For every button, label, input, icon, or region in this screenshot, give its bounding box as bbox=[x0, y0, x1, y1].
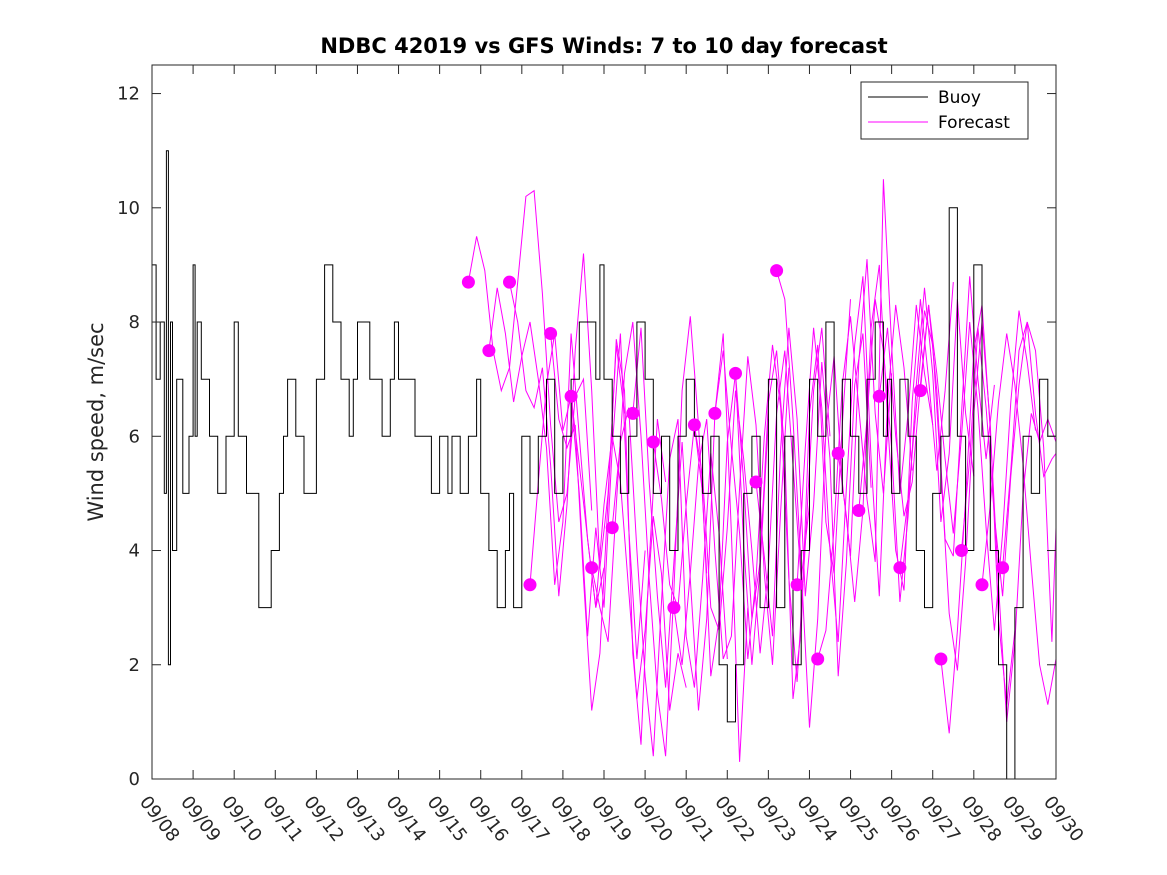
forecast-marker bbox=[605, 521, 619, 535]
y-tick-label: 2 bbox=[129, 655, 140, 676]
legend-buoy-label: Buoy bbox=[938, 88, 981, 108]
x-tick-label: 09/25 bbox=[834, 792, 882, 846]
forecast-marker bbox=[893, 561, 907, 575]
plot-area bbox=[152, 65, 1056, 779]
x-tick-label: 09/29 bbox=[998, 792, 1046, 846]
y-tick-label: 6 bbox=[129, 426, 140, 447]
x-tick-label: 09/10 bbox=[217, 792, 265, 846]
buoy-series-line bbox=[152, 150, 1057, 780]
forecast-series-line-17 bbox=[796, 276, 913, 642]
forecast-marker bbox=[708, 406, 722, 420]
forecast-series-line-10 bbox=[652, 373, 769, 677]
x-tick-label: 09/23 bbox=[751, 792, 799, 846]
y-tick-label: 12 bbox=[117, 84, 140, 105]
forecast-series-line-23 bbox=[919, 304, 1036, 631]
x-tick-label: 09/12 bbox=[299, 792, 347, 846]
x-tick-label: 09/27 bbox=[916, 792, 964, 846]
y-tick-label: 4 bbox=[129, 541, 140, 562]
forecast-marker bbox=[749, 475, 763, 489]
x-tick-label: 09/15 bbox=[423, 792, 471, 846]
forecast-marker bbox=[955, 544, 968, 557]
x-tick-label: 09/09 bbox=[176, 792, 224, 846]
x-tick-label: 09/24 bbox=[793, 792, 841, 846]
forecast-marker bbox=[934, 652, 948, 666]
x-tick-label: 09/26 bbox=[875, 792, 923, 846]
y-tick-label: 0 bbox=[129, 769, 140, 790]
y-axis-label: Wind speed, m/sec bbox=[84, 322, 108, 521]
forecast-marker bbox=[729, 366, 742, 380]
forecast-marker bbox=[913, 384, 927, 398]
forecast-marker bbox=[585, 561, 599, 575]
forecast-marker bbox=[872, 389, 886, 403]
forecast-series-line-20 bbox=[858, 287, 975, 602]
forecast-marker bbox=[975, 578, 989, 592]
x-tick-label: 09/17 bbox=[505, 792, 553, 846]
buoy-line bbox=[152, 150, 1057, 780]
forecast-marker bbox=[626, 406, 640, 420]
x-tick-label: 09/22 bbox=[710, 792, 758, 846]
forecast-marker bbox=[646, 435, 660, 449]
forecast-series-line-22 bbox=[899, 310, 1016, 705]
forecast-marker bbox=[687, 418, 701, 432]
forecast-series-line-26 bbox=[981, 333, 1057, 705]
x-tick-label: 09/11 bbox=[258, 792, 306, 846]
x-tick-label: 09/21 bbox=[669, 792, 717, 846]
x-tick-label: 09/30 bbox=[1039, 792, 1087, 846]
forecast-series-line-12 bbox=[693, 350, 810, 654]
forecast-marker bbox=[523, 578, 537, 592]
x-tick-label: 09/13 bbox=[341, 792, 389, 846]
forecast-series-line-19 bbox=[837, 264, 954, 602]
forecast-series-line-11 bbox=[673, 356, 790, 665]
forecast-series-line-2 bbox=[488, 287, 605, 608]
forecast-marker bbox=[770, 264, 784, 278]
forecast-marker bbox=[564, 389, 578, 403]
chart-title: NDBC 42019 vs GFS Winds: 7 to 10 day for… bbox=[320, 34, 887, 58]
forecast-series-line-1 bbox=[467, 189, 593, 523]
legend-forecast-label: Forecast bbox=[938, 113, 1010, 133]
forecast-marker bbox=[996, 561, 1010, 575]
forecast-series-line-18 bbox=[817, 179, 934, 660]
forecast-marker bbox=[811, 652, 825, 666]
forecast-series-line-9 bbox=[632, 327, 749, 762]
forecast-series-line-3 bbox=[509, 253, 625, 597]
forecast-lines bbox=[467, 179, 1057, 762]
forecast-marker bbox=[482, 344, 496, 358]
x-tick-label: 09/19 bbox=[587, 792, 635, 846]
y-tick-label: 8 bbox=[129, 312, 140, 333]
forecast-marker bbox=[667, 601, 681, 615]
forecast-marker bbox=[544, 327, 558, 340]
forecast-series-line-5 bbox=[550, 333, 667, 745]
forecast-markers bbox=[461, 264, 1010, 666]
forecast-marker bbox=[852, 504, 866, 517]
legend-box bbox=[860, 81, 1029, 140]
y-axis: 0 2 4 6 8 10 12 bbox=[117, 84, 1056, 790]
x-tick-label: 09/08 bbox=[135, 792, 183, 846]
forecast-marker bbox=[790, 578, 804, 592]
x-tick-label: 09/14 bbox=[382, 792, 430, 846]
forecast-series-line-4 bbox=[529, 333, 646, 660]
forecast-series-line-15 bbox=[755, 327, 872, 677]
x-tick-label: 09/28 bbox=[957, 792, 1005, 846]
legend: Buoy Forecast bbox=[860, 81, 1029, 140]
forecast-series-line-27 bbox=[1002, 321, 1057, 568]
x-tick-label: 09/20 bbox=[628, 792, 676, 846]
y-tick-label: 10 bbox=[117, 198, 140, 219]
forecast-series-line-7 bbox=[591, 316, 708, 757]
forecast-marker bbox=[831, 446, 845, 460]
x-tick-label: 09/16 bbox=[464, 792, 512, 846]
x-tick-label: 09/18 bbox=[546, 792, 594, 846]
forecast-marker bbox=[461, 275, 475, 289]
forecast-series-line-13 bbox=[714, 327, 831, 682]
forecast-marker bbox=[503, 275, 516, 289]
